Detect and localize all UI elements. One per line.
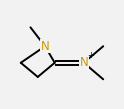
- Text: N: N: [79, 56, 88, 69]
- Text: N: N: [41, 40, 49, 53]
- Text: +: +: [87, 51, 94, 60]
